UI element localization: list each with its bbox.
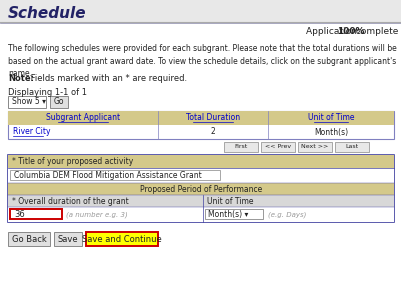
Bar — [334, 142, 368, 152]
Bar — [86, 232, 158, 246]
Bar — [8, 111, 393, 139]
Bar — [8, 111, 393, 125]
Bar — [297, 142, 331, 152]
Text: Save: Save — [58, 235, 78, 244]
Text: 2: 2 — [210, 128, 215, 136]
Bar — [8, 155, 393, 168]
Bar — [50, 96, 68, 108]
Text: complete: complete — [352, 28, 397, 37]
Text: Save and Continue: Save and Continue — [82, 235, 162, 244]
Text: << Prev: << Prev — [264, 145, 290, 149]
Text: First: First — [234, 145, 247, 149]
Text: 36: 36 — [14, 210, 25, 219]
Text: Go: Go — [54, 98, 64, 106]
Text: Show 5 ▾: Show 5 ▾ — [12, 98, 46, 106]
Text: Month(s): Month(s) — [313, 128, 347, 136]
Text: The following schedules were provided for each subgrant. Please note that the to: The following schedules were provided fo… — [8, 44, 396, 78]
Text: Proposed Period of Performance: Proposed Period of Performance — [140, 184, 261, 194]
Text: Next >>: Next >> — [301, 145, 328, 149]
Text: Displaying 1-1 of 1: Displaying 1-1 of 1 — [8, 88, 87, 97]
Text: Application: Application — [305, 28, 359, 37]
Text: Fields marked with an * are required.: Fields marked with an * are required. — [28, 74, 186, 83]
Bar — [8, 207, 393, 222]
Bar — [8, 183, 393, 195]
Text: (a number e.g. 3): (a number e.g. 3) — [66, 211, 128, 218]
Text: Total Duration: Total Duration — [186, 113, 239, 122]
Text: Subgrant Applicant: Subgrant Applicant — [46, 113, 120, 122]
Bar — [10, 209, 62, 219]
Text: Unit of Time: Unit of Time — [207, 196, 253, 206]
Bar — [223, 142, 257, 152]
Bar — [260, 142, 294, 152]
Text: * Overall duration of the grant: * Overall duration of the grant — [12, 196, 128, 206]
Text: 100%: 100% — [336, 28, 364, 37]
Text: Schedule: Schedule — [8, 5, 86, 20]
Bar — [205, 209, 262, 219]
Bar — [8, 155, 393, 222]
Text: (e.g. Days): (e.g. Days) — [267, 211, 306, 218]
Text: Columbia DEM Flood Mitigation Assistance Grant: Columbia DEM Flood Mitigation Assistance… — [14, 171, 201, 180]
Bar — [8, 232, 50, 246]
Text: River City: River City — [13, 128, 51, 136]
Bar — [8, 96, 46, 108]
Text: Note:: Note: — [8, 74, 34, 83]
Text: Go Back: Go Back — [12, 235, 46, 244]
Text: * Title of your proposed activity: * Title of your proposed activity — [12, 157, 133, 166]
Text: Last: Last — [344, 145, 358, 149]
Bar — [54, 232, 82, 246]
Text: Unit of Time: Unit of Time — [307, 113, 353, 122]
Bar — [8, 168, 393, 183]
Bar — [10, 170, 219, 180]
Bar — [8, 195, 393, 207]
Bar — [0, 0, 401, 22]
Text: Month(s) ▾: Month(s) ▾ — [207, 210, 248, 219]
